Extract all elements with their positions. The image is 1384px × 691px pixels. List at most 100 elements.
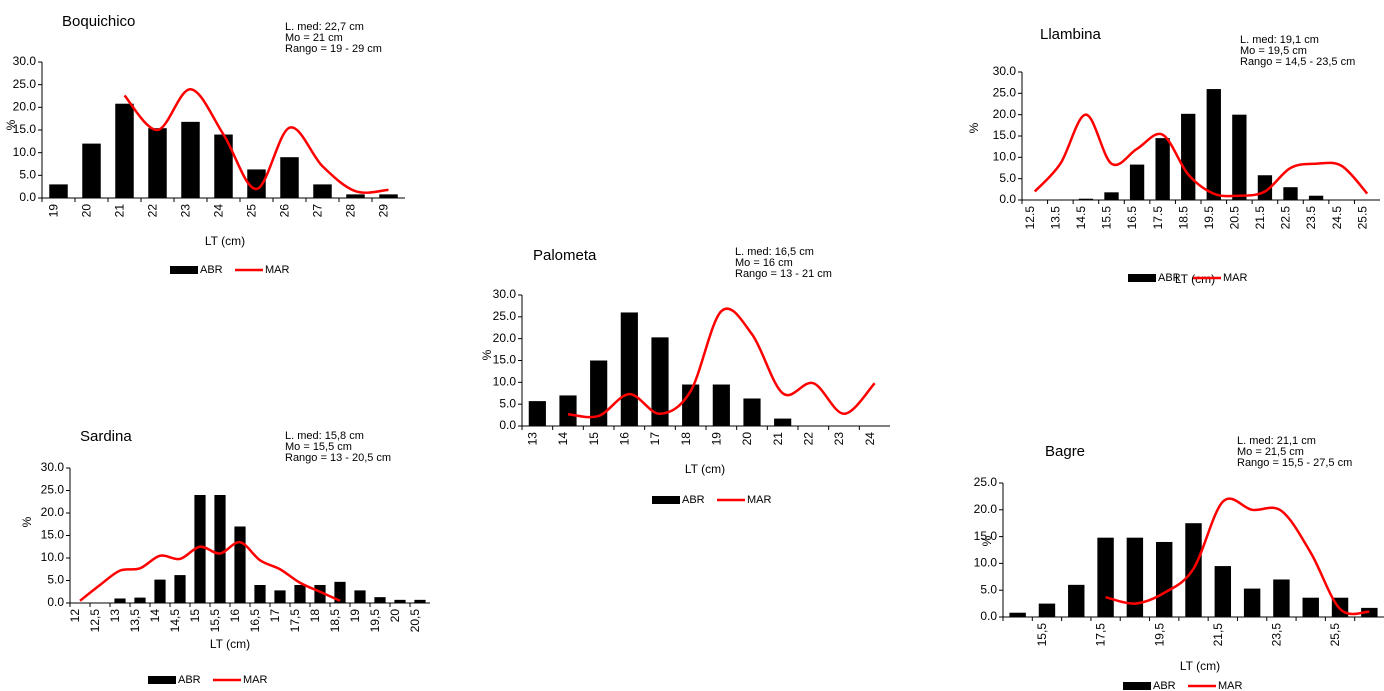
annotation: Mo = 16 cm bbox=[735, 257, 793, 269]
y-tick-label: 25.0 bbox=[41, 483, 65, 497]
chart-title: Sardina bbox=[80, 428, 132, 445]
y-axis-label: % bbox=[20, 516, 34, 527]
x-tick-label: 16 bbox=[618, 432, 632, 446]
x-tick-label: 25 bbox=[245, 204, 259, 218]
chart-title: Palometa bbox=[533, 247, 597, 264]
y-tick-label: 15.0 bbox=[493, 353, 517, 367]
x-tick-label: 19.5 bbox=[1202, 206, 1216, 230]
y-tick-label: 0.0 bbox=[47, 595, 64, 609]
bar bbox=[1097, 537, 1114, 617]
x-tick-label: 23.5 bbox=[1304, 206, 1318, 230]
line-series bbox=[79, 540, 341, 602]
y-tick-label: 25.0 bbox=[974, 475, 998, 489]
x-tick-label: 23 bbox=[832, 432, 846, 446]
x-tick-label: 15,5 bbox=[1035, 623, 1049, 647]
y-tick-label: 10.0 bbox=[974, 556, 998, 570]
x-tick-label: 23,5 bbox=[1270, 623, 1284, 647]
bar bbox=[294, 585, 306, 603]
y-tick-label: 20.0 bbox=[993, 107, 1017, 121]
bar bbox=[774, 418, 792, 426]
bar bbox=[354, 590, 366, 603]
x-tick-label: 20,5 bbox=[408, 609, 422, 633]
y-tick-label: 10.0 bbox=[993, 150, 1017, 164]
x-tick-label: 17 bbox=[268, 609, 282, 623]
y-tick-label: 15.0 bbox=[41, 528, 65, 542]
bar bbox=[1181, 113, 1196, 200]
x-tick-label: 19 bbox=[710, 432, 724, 446]
x-axis-label: LT (cm) bbox=[205, 234, 245, 248]
y-tick-label: 10.0 bbox=[13, 145, 37, 159]
y-tick-label: 0.0 bbox=[499, 418, 516, 432]
x-tick-label: 19,5 bbox=[1152, 623, 1166, 647]
y-tick-label: 25.0 bbox=[493, 309, 517, 323]
x-tick-label: 20.5 bbox=[1228, 206, 1242, 230]
bar bbox=[181, 121, 200, 198]
x-tick-label: 17,5 bbox=[288, 609, 302, 633]
x-tick-label: 12 bbox=[68, 609, 82, 623]
legend-swatch bbox=[170, 266, 198, 274]
bar bbox=[82, 143, 101, 198]
x-tick-label: 19 bbox=[348, 609, 362, 623]
x-tick-label: 22.5 bbox=[1279, 206, 1293, 230]
bar bbox=[651, 337, 669, 426]
legend-swatch bbox=[148, 676, 176, 684]
x-tick-label: 19,5 bbox=[368, 609, 382, 633]
x-tick-label: 24.5 bbox=[1330, 206, 1344, 230]
x-tick-label: 15 bbox=[587, 432, 601, 446]
x-axis-label: LT (cm) bbox=[1180, 659, 1220, 673]
bar bbox=[1038, 603, 1056, 617]
bar bbox=[1068, 584, 1085, 617]
x-tick-label: 17 bbox=[648, 432, 662, 446]
x-axis-label: LT (cm) bbox=[685, 462, 725, 476]
x-tick-label: 25,5 bbox=[1328, 623, 1342, 647]
x-tick-label: 14,5 bbox=[168, 609, 182, 633]
x-tick-label: 29 bbox=[377, 204, 391, 218]
bar bbox=[1009, 612, 1026, 617]
x-tick-label: 21.5 bbox=[1253, 206, 1267, 230]
bar bbox=[394, 599, 406, 603]
annotation: Rango = 13 - 20,5 cm bbox=[285, 452, 391, 464]
bar bbox=[114, 598, 126, 603]
y-tick-label: 5.0 bbox=[499, 396, 516, 410]
x-tick-label: 24 bbox=[212, 204, 226, 218]
y-tick-label: 20.0 bbox=[41, 505, 65, 519]
x-tick-label: 18 bbox=[308, 609, 322, 623]
x-tick-label: 19 bbox=[47, 204, 61, 218]
x-tick-label: 26 bbox=[278, 204, 292, 218]
y-tick-label: 10.0 bbox=[493, 375, 517, 389]
legend-swatch bbox=[652, 496, 680, 504]
bar bbox=[1078, 198, 1094, 200]
bar bbox=[1214, 566, 1232, 617]
annotation: L. med: 16,5 cm bbox=[735, 246, 814, 258]
bar bbox=[280, 157, 299, 198]
annotation: L. med: 15,8 cm bbox=[285, 430, 364, 442]
x-tick-label: 27 bbox=[311, 204, 325, 218]
x-tick-label: 21,5 bbox=[1211, 623, 1225, 647]
y-tick-label: 30.0 bbox=[41, 460, 65, 474]
legend-label: ABR bbox=[178, 674, 201, 686]
bar bbox=[1273, 579, 1290, 617]
x-tick-label: 22 bbox=[802, 432, 816, 446]
legend-label: ABR bbox=[200, 264, 223, 276]
x-tick-label: 14 bbox=[556, 432, 570, 446]
x-axis-label: LT (cm) bbox=[210, 637, 250, 651]
bar bbox=[274, 590, 286, 603]
chart-title: Bagre bbox=[1045, 443, 1085, 460]
bar bbox=[1361, 607, 1378, 617]
line-series bbox=[1033, 113, 1369, 198]
y-tick-label: 0.0 bbox=[999, 192, 1016, 206]
y-axis-label: % bbox=[967, 122, 981, 133]
x-tick-label: 12,5 bbox=[88, 609, 102, 633]
bar bbox=[254, 585, 266, 603]
x-tick-label: 28 bbox=[344, 204, 358, 218]
x-tick-label: 15.5 bbox=[1100, 206, 1114, 230]
x-tick-label: 16.5 bbox=[1125, 206, 1139, 230]
x-tick-label: 14 bbox=[148, 609, 162, 623]
bar bbox=[313, 184, 332, 198]
y-axis-label: % bbox=[980, 535, 994, 546]
x-tick-label: 25.5 bbox=[1355, 206, 1369, 230]
bar bbox=[234, 526, 246, 603]
bar bbox=[1155, 138, 1170, 200]
